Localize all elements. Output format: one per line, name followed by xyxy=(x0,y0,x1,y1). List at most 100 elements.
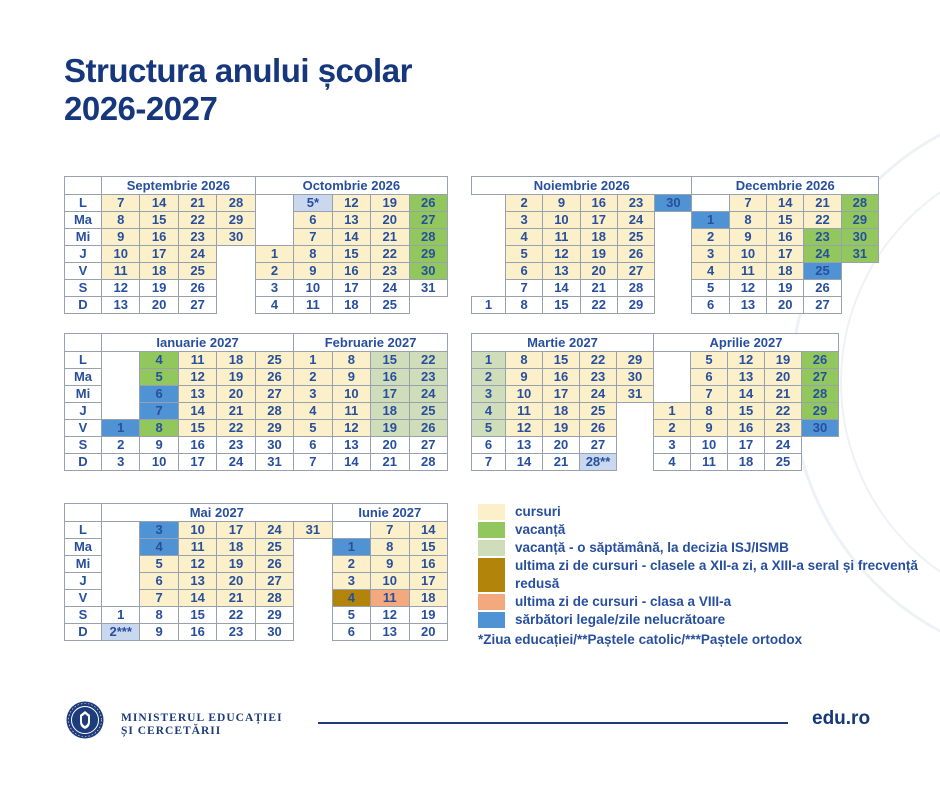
calendar-nov-dec: Noiembrie 2026 Decembrie 2026 2 9 16 23 30 7 14 2… xyxy=(470,176,880,314)
eduro-link[interactable]: edu.ro xyxy=(812,708,871,729)
day-label: J xyxy=(64,245,102,263)
calendar-cell: 5 xyxy=(690,351,728,369)
calendar-cell: 31 xyxy=(293,521,333,539)
calendar-cell: 29 xyxy=(254,606,295,624)
calendar-cell: 8 xyxy=(370,538,410,556)
calendar-cell: 31 xyxy=(254,453,295,471)
calendar-cell: 31 xyxy=(408,279,448,297)
calendar-cell: 20 xyxy=(370,211,410,229)
calendar-cell: 1 xyxy=(254,245,295,263)
calendar-cell: 1 xyxy=(471,296,506,314)
calendar-cell: 23 xyxy=(616,194,656,212)
blank-cell xyxy=(102,386,140,403)
calendar-cell: 1 xyxy=(653,402,691,420)
calendar-cell: 2 xyxy=(471,368,506,386)
legend-item: cursuri xyxy=(478,503,934,521)
day-label: V xyxy=(64,262,102,280)
legend-swatch-ultima_xii xyxy=(478,558,505,592)
calendar-cell: 9 xyxy=(370,555,410,573)
calendar-cell: 31 xyxy=(840,245,880,263)
calendar-cell: 12 xyxy=(542,245,581,263)
calendar-cell: 2 xyxy=(653,419,691,437)
calendar-cell: 27 xyxy=(254,572,295,590)
calendar-cell: 17 xyxy=(370,385,410,403)
blank-cell xyxy=(841,297,878,314)
calendar-cell: 5 xyxy=(691,279,730,297)
calendar-cell: 7 xyxy=(690,385,728,403)
calendar-cell: 10 xyxy=(370,572,410,590)
month-header: Martie 2027 xyxy=(471,333,654,352)
month-header: Ianuarie 2027 xyxy=(100,333,295,352)
legend-label: ultima zi de cursuri - clasele a XII-a z… xyxy=(515,558,918,591)
calendar-cell: 19 xyxy=(216,555,256,573)
legend-label: vacanță xyxy=(515,522,566,537)
calendar-cell: 7 xyxy=(728,194,768,212)
day-label: Mi xyxy=(64,555,102,573)
calendar-cell: 13 xyxy=(728,296,768,314)
calendar-cell: 29 xyxy=(254,419,295,437)
blank-cell xyxy=(294,590,332,607)
calendar-cell: 24 xyxy=(803,245,842,263)
calendar-cell: 2*** xyxy=(100,623,141,641)
calendar-sep-oct: Septembrie 2026 Octombrie 2026 L 7 14 21 28 5* 1… xyxy=(64,176,449,314)
blank-cell xyxy=(102,556,140,573)
calendar-cell: 13 xyxy=(370,623,410,641)
blank-cell xyxy=(255,229,293,246)
calendar-cell: 9 xyxy=(100,228,141,246)
blank-cell xyxy=(294,624,332,641)
calendar-cell: 25 xyxy=(370,296,410,314)
calendar-cell: 9 xyxy=(139,436,179,454)
blank-cell xyxy=(617,454,654,471)
calendar-cell: 19 xyxy=(370,419,410,437)
calendar-cell: 29 xyxy=(616,296,656,314)
day-label: L xyxy=(64,194,102,212)
calendar-cell: 3 xyxy=(471,385,506,403)
blank-cell xyxy=(841,263,878,280)
calendar-cell: 8 xyxy=(139,419,179,437)
calendar-cell: 3 xyxy=(293,385,333,403)
calendar-cell: 3 xyxy=(139,521,179,539)
calendar-cell: 5 xyxy=(139,368,179,386)
calendar-cell: 20 xyxy=(216,572,256,590)
calendar-cell: 22 xyxy=(803,211,842,229)
blank-cell xyxy=(655,246,692,263)
blank-cell xyxy=(294,556,332,573)
calendar-cell: 17 xyxy=(139,245,179,263)
calendar-cell: 12 xyxy=(177,368,218,386)
blank-cell xyxy=(472,246,506,263)
calendar-cell: 1 xyxy=(100,606,141,624)
blank-cell xyxy=(217,263,255,280)
calendar-cell: 16 xyxy=(370,368,410,386)
calendar-cell: 26 xyxy=(254,368,295,386)
day-label: Ma xyxy=(64,368,102,386)
calendar-cell: 12 xyxy=(727,351,765,369)
calendar-cell: 25 xyxy=(764,453,802,471)
calendar-cell: 6 xyxy=(691,296,730,314)
calendar-cell: 27 xyxy=(616,262,656,280)
calendar-cell: 17 xyxy=(727,436,765,454)
blank-cell xyxy=(472,195,506,212)
calendar-cell: 18 xyxy=(766,262,805,280)
calendar-cell: 6 xyxy=(504,262,544,280)
blank-cell xyxy=(472,229,506,246)
calendar-cell: 3 xyxy=(653,436,691,454)
calendar-cell: 13 xyxy=(177,385,218,403)
blank-cell xyxy=(332,522,370,539)
calendar-cell: 17 xyxy=(766,245,805,263)
day-label: J xyxy=(64,572,102,590)
calendar-cell: 13 xyxy=(542,262,581,280)
calendar-cell: 4 xyxy=(471,402,506,420)
calendar-cell: 11 xyxy=(370,589,410,607)
calendar-cell: 20 xyxy=(542,436,580,454)
calendar-cell: 14 xyxy=(177,589,218,607)
calendar-cell: 24 xyxy=(579,385,617,403)
calendar-cell: 6 xyxy=(293,436,333,454)
day-label: Ma xyxy=(64,538,102,556)
legend-item: vacanță - o săptămână, la decizia ISJ/IS… xyxy=(478,539,934,557)
calendar-cell: 27 xyxy=(579,436,617,454)
calendar-cell: 22 xyxy=(579,296,618,314)
blank-cell xyxy=(102,369,140,386)
calendar-corner-cell xyxy=(64,176,102,195)
day-label: Ma xyxy=(64,211,102,229)
blank-cell xyxy=(294,607,332,624)
